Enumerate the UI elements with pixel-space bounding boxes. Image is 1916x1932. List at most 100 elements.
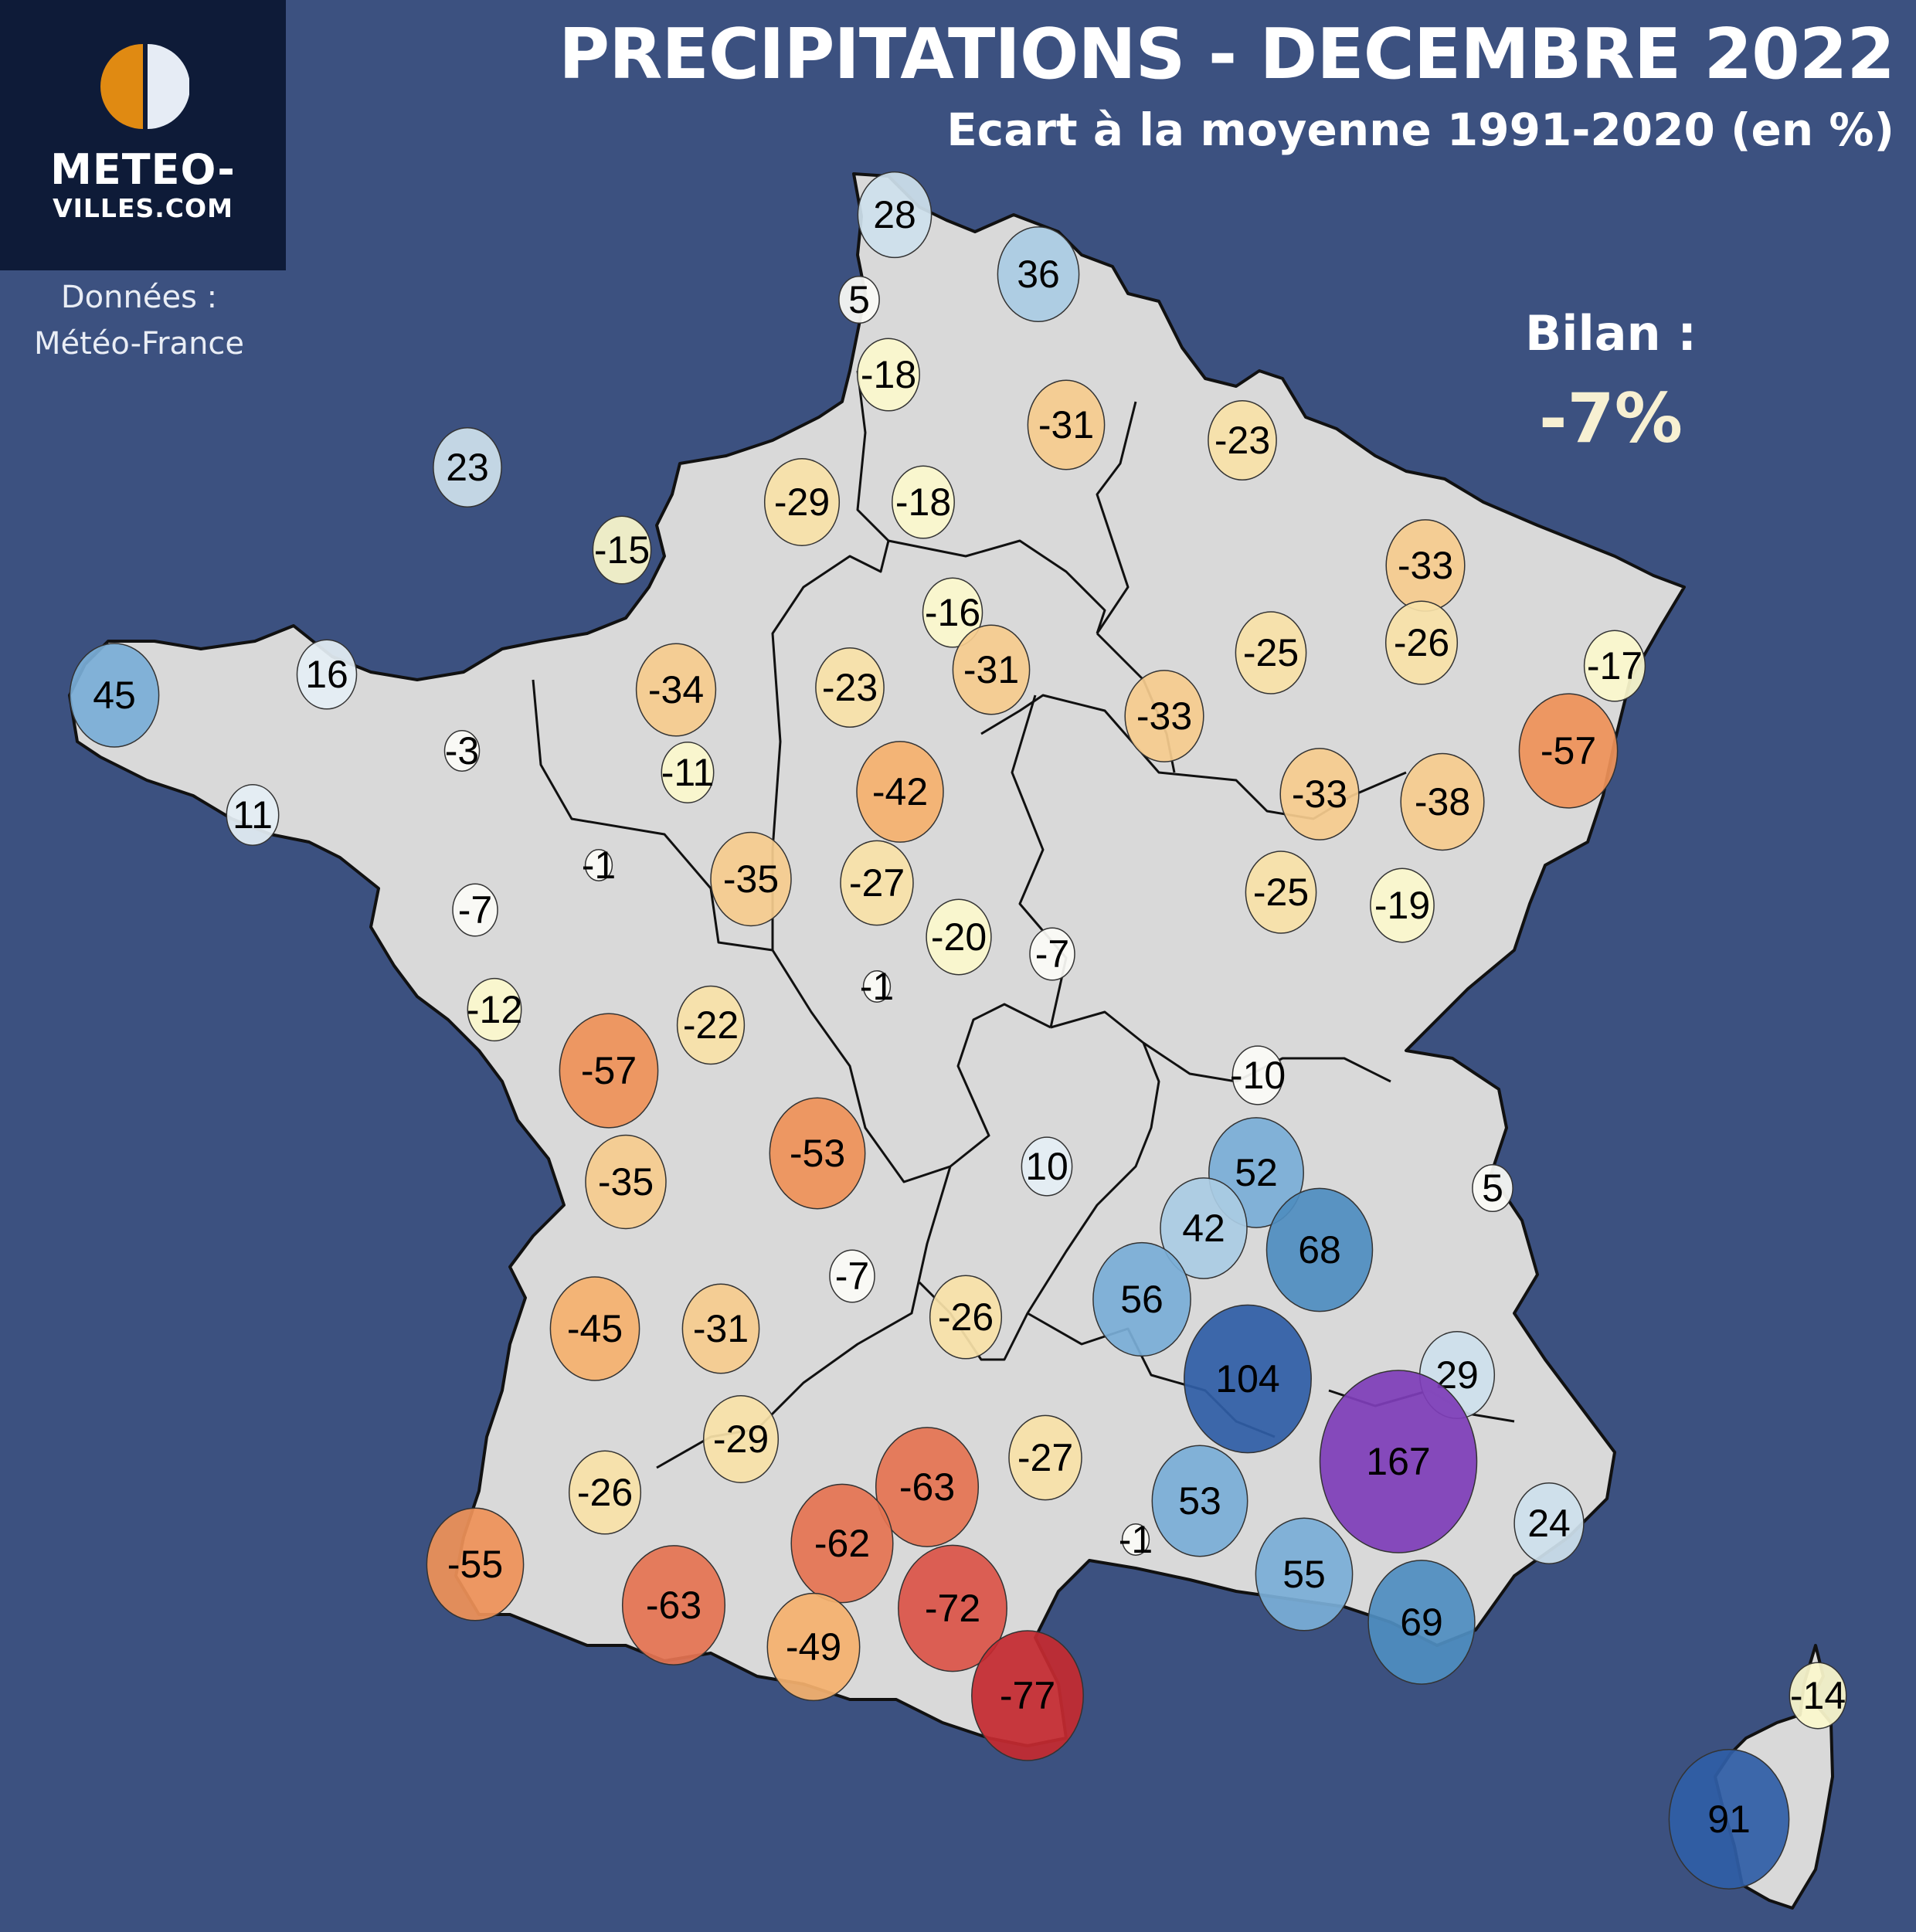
station-value-label: -55	[447, 1543, 503, 1586]
station-value-label: -15	[594, 528, 650, 572]
station-value-label: -42	[872, 770, 928, 813]
station-bubble	[585, 1134, 667, 1230]
station-value-label: -1	[582, 844, 616, 887]
station-bubble	[1583, 630, 1646, 702]
station-value-label: -22	[683, 1003, 739, 1047]
station-value-label: -35	[723, 857, 779, 901]
station-value-label: -31	[1038, 403, 1094, 446]
station-bubble	[1518, 693, 1619, 809]
station-value-label: -35	[598, 1160, 654, 1204]
station-bubble	[426, 1507, 525, 1621]
station-bubble	[1121, 1523, 1150, 1556]
station-bubble	[1789, 1662, 1847, 1730]
station-value-label: 52	[1235, 1151, 1278, 1194]
station-value-label: -1	[860, 965, 894, 1008]
station-value-label: -17	[1587, 644, 1643, 688]
station-value-label: 104	[1215, 1357, 1279, 1401]
station-bubble	[1160, 1177, 1248, 1279]
station-bubble	[952, 624, 1031, 715]
station-bubble	[452, 883, 498, 937]
region-border	[532, 679, 773, 952]
station-value-label: 42	[1182, 1207, 1225, 1250]
station-bubble	[681, 1283, 760, 1374]
station-bubble	[1008, 1414, 1082, 1501]
station-value-label: -1	[1119, 1518, 1153, 1561]
station-value-label: 23	[446, 446, 489, 489]
station-value-label: -63	[646, 1584, 702, 1627]
station-bubble	[763, 458, 841, 546]
station-value-label: -23	[822, 666, 878, 709]
station-value-label: 28	[873, 193, 916, 236]
station-bubble	[862, 970, 892, 1003]
map-subtitle: Ecart à la moyenne 1991-2020 (en %)	[946, 104, 1894, 156]
station-bubble	[857, 338, 920, 412]
station-bubble	[433, 426, 502, 508]
station-bubble	[1208, 399, 1277, 481]
station-value-label: -57	[581, 1049, 637, 1092]
station-value-label: 55	[1282, 1553, 1326, 1596]
station-bubble	[1319, 1370, 1478, 1553]
station-bubble	[1124, 670, 1204, 762]
station-value-label: -33	[1292, 772, 1347, 816]
station-bubble	[69, 643, 160, 748]
station-bubble	[790, 1483, 894, 1604]
station-bubble	[1245, 851, 1317, 934]
station-bubble	[1092, 1241, 1191, 1357]
logo-text-line1: METEO-	[50, 145, 236, 194]
station-value-label: -34	[648, 668, 704, 711]
summary-value: -7%	[1539, 379, 1683, 458]
map-title: PRECIPITATIONS - DECEMBRE 2022	[559, 14, 1895, 95]
summary-label: Bilan :	[1524, 305, 1697, 362]
station-bubble	[296, 639, 358, 710]
station-bubble	[838, 275, 880, 324]
logo-text-line2: VILLES.COM	[53, 193, 233, 223]
station-bubble	[1231, 1045, 1284, 1105]
station-bubble	[815, 647, 885, 728]
source-name: Météo-France	[33, 326, 245, 362]
station-value-label: 45	[93, 674, 136, 717]
station-bubble	[1384, 600, 1459, 685]
station-bubble	[549, 1276, 640, 1381]
station-bubble	[922, 577, 983, 648]
station-bubble	[1255, 1517, 1354, 1632]
station-value-label: -18	[895, 480, 951, 524]
station-value-label: -27	[1017, 1436, 1073, 1479]
station-bubble	[857, 171, 933, 259]
station-value-label: 53	[1178, 1479, 1221, 1523]
region-border	[771, 540, 890, 950]
station-value-label: -7	[835, 1255, 869, 1298]
station-bubble	[1265, 1187, 1374, 1312]
station-value-label: -14	[1790, 1674, 1846, 1717]
station-bubble	[1472, 1163, 1513, 1213]
station-bubble	[1668, 1749, 1790, 1890]
station-bubble	[929, 1275, 1003, 1360]
station-value-label: -10	[1230, 1054, 1286, 1097]
station-value-label: -38	[1415, 780, 1470, 823]
station-value-label: -77	[1000, 1674, 1055, 1717]
station-value-label: -7	[458, 888, 492, 932]
station-value-label: -33	[1398, 544, 1453, 587]
station-bubble	[1235, 611, 1307, 694]
station-value-label: 69	[1400, 1601, 1443, 1644]
station-value-label: -31	[693, 1307, 749, 1350]
station-value-label: -26	[1394, 621, 1449, 664]
station-value-label: 68	[1298, 1228, 1341, 1272]
station-bubble	[875, 1427, 980, 1547]
station-value-label: -33	[1136, 694, 1192, 738]
station-bubble	[467, 977, 522, 1042]
station-value-label: -72	[925, 1587, 980, 1630]
station-value-label: 36	[1017, 253, 1060, 296]
station-bubble	[766, 1592, 861, 1702]
station-bubble	[971, 1630, 1084, 1761]
station-bubble	[584, 849, 613, 881]
station-value-label: 5	[848, 278, 870, 321]
station-bubble	[829, 1249, 875, 1303]
region-border	[1096, 401, 1137, 634]
station-bubble	[568, 1450, 642, 1535]
station-value-label: -62	[814, 1522, 870, 1565]
station-bubble	[1021, 1136, 1073, 1197]
station-value-label: -23	[1214, 419, 1270, 462]
station-bubble	[676, 985, 746, 1065]
